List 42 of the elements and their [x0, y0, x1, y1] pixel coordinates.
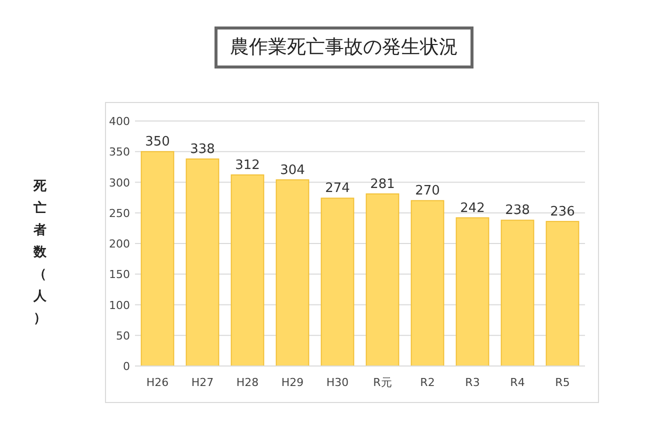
x-tick-label: H29 [281, 376, 304, 389]
y-tick-label: 400 [109, 115, 130, 128]
y-tick-label: 0 [123, 360, 130, 373]
x-tick-label: R4 [510, 376, 525, 389]
y-tick-label: 250 [109, 206, 130, 220]
x-tick-label: H26 [146, 376, 169, 389]
chart-title: 農作業死亡事故の発生状況 [230, 36, 458, 58]
data-label: 304 [280, 162, 305, 178]
y-tick-label: 50 [116, 329, 130, 342]
bar [410, 200, 444, 366]
bar [456, 217, 490, 366]
x-tick-label: R元 [373, 376, 392, 389]
x-tick-label: H28 [236, 376, 259, 389]
y-tick-label: 300 [109, 176, 130, 190]
x-tick-label: R3 [465, 376, 480, 389]
data-label: 236 [550, 204, 575, 220]
y-tick-label: 100 [109, 298, 130, 312]
data-label: 338 [190, 142, 215, 157]
bar [546, 220, 580, 366]
data-label: 242 [460, 200, 485, 216]
x-tick-label: H30 [326, 376, 349, 389]
data-label: 270 [415, 184, 440, 199]
y-tick-label: 200 [109, 238, 130, 250]
bar [500, 220, 534, 366]
y-tick-label: 150 [109, 268, 130, 282]
bar [320, 198, 354, 366]
data-label: 281 [370, 176, 395, 192]
data-label: 274 [325, 181, 350, 196]
bar [276, 179, 310, 366]
data-label: 238 [505, 203, 530, 218]
x-tick-label: R2 [420, 376, 435, 389]
x-tick-label: H27 [191, 376, 214, 389]
title: 農作業死亡事故の発生状況 [214, 26, 474, 68]
x-tick-label: R5 [555, 376, 570, 389]
data-label: 312 [235, 158, 260, 173]
y-tick-label: 350 [109, 146, 130, 159]
y-axis-title: 死亡者数（人） [32, 179, 48, 326]
data-label: 350 [145, 134, 170, 150]
bar [230, 174, 264, 366]
bar [366, 193, 400, 366]
bar [186, 158, 220, 366]
bar [140, 151, 174, 366]
